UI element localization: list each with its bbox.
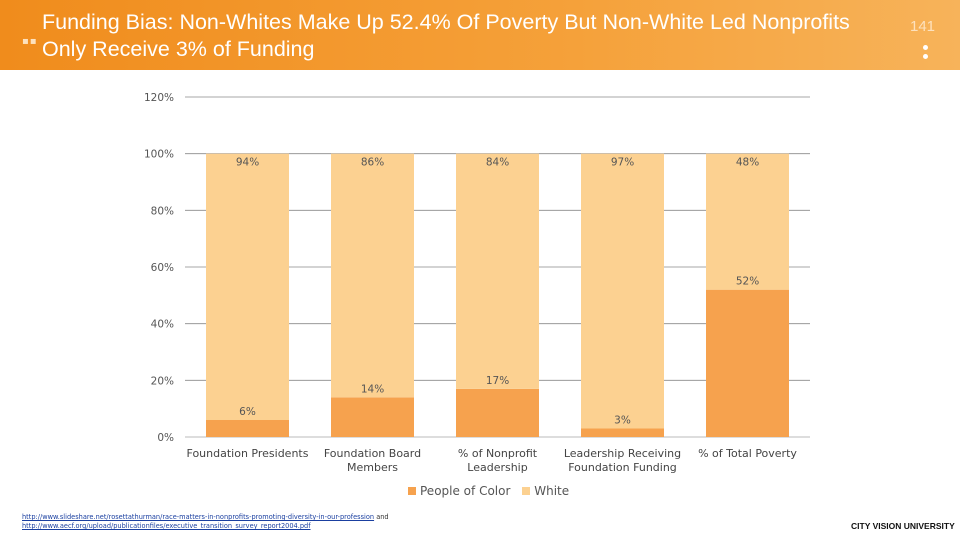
- source-connector: and: [376, 513, 389, 521]
- bar-white: [706, 153, 789, 290]
- y-tick-label: 40%: [151, 319, 174, 331]
- more-options-icon[interactable]: [923, 45, 929, 63]
- data-label-white: 86%: [361, 157, 384, 169]
- data-label-white: 94%: [236, 157, 259, 169]
- bar-white: [331, 153, 414, 398]
- stacked-bar-chart: 0% 20% 40% 60% 80% 100% 120% 6% 94% 14% 86% 17% 84%…: [144, 92, 810, 474]
- legend-swatch-white: [522, 487, 531, 495]
- legend-item-white: White: [522, 484, 569, 498]
- sources: http://www.slideshare.net/rosettathurman…: [22, 513, 389, 531]
- bar-people-of-color: [706, 289, 789, 437]
- y-tick-label: 80%: [151, 205, 174, 217]
- bar-people-of-color: [206, 420, 289, 437]
- legend-swatch-people-of-color: [408, 487, 416, 495]
- data-labels: 6% 94% 14% 86% 17% 84% 3% 97% 52% 48%: [236, 157, 759, 427]
- x-axis-categories: Foundation Presidents Foundation Board Mem…: [187, 447, 798, 474]
- banner-bullet-icon: ▪▪: [22, 36, 38, 47]
- source-link-slideshare[interactable]: http://www.slideshare.net/rosettathurman…: [22, 513, 375, 521]
- data-label-white: 84%: [486, 157, 509, 169]
- x-category-label: Foundation Board Members: [324, 447, 421, 474]
- y-axis-ticks: 0% 20% 40% 60% 80% 100% 120%: [144, 92, 174, 444]
- bar-people-of-color: [581, 428, 664, 437]
- slide-title: Funding Bias: Non-Whites Make Up 52.4% O…: [42, 10, 850, 61]
- chart-legend: People of Color White: [408, 484, 577, 498]
- bar-white: [206, 153, 289, 420]
- source-link-aecf[interactable]: http://www.aecf.org/upload/publicationfi…: [22, 522, 311, 530]
- bars: [206, 153, 789, 437]
- legend-label-people-of-color: People of Color: [420, 484, 511, 498]
- bar-people-of-color: [331, 397, 414, 437]
- y-tick-label: 100%: [144, 149, 174, 161]
- x-category-label: Leadership Receiving Foundation Funding: [564, 447, 681, 474]
- data-label-people-of-color: 14%: [361, 383, 384, 395]
- footer-brand-logo: CITY VISION UNIVERSITY: [851, 521, 955, 531]
- legend-label-white: White: [534, 484, 570, 498]
- data-label-people-of-color: 52%: [736, 276, 759, 288]
- y-tick-label: 0%: [157, 432, 174, 444]
- data-label-people-of-color: 3%: [614, 415, 631, 427]
- y-tick-label: 20%: [151, 375, 174, 387]
- data-label-white: 48%: [736, 157, 759, 169]
- y-tick-label: 120%: [144, 92, 174, 104]
- bar-white: [456, 153, 539, 389]
- data-label-people-of-color: 6%: [239, 406, 256, 418]
- x-category-label: % of Total Poverty: [698, 447, 797, 460]
- legend-item-people-of-color: People of Color: [408, 484, 510, 498]
- x-category-label: Foundation Presidents: [187, 447, 309, 460]
- data-label-white: 97%: [611, 157, 634, 169]
- title-banner: [0, 0, 960, 70]
- page-number: 141: [910, 18, 936, 35]
- x-category-label: % of Nonprofit Leadership: [458, 447, 538, 474]
- bar-white: [581, 153, 664, 429]
- data-label-people-of-color: 17%: [486, 375, 509, 387]
- y-tick-label: 60%: [151, 262, 174, 274]
- bar-people-of-color: [456, 388, 539, 437]
